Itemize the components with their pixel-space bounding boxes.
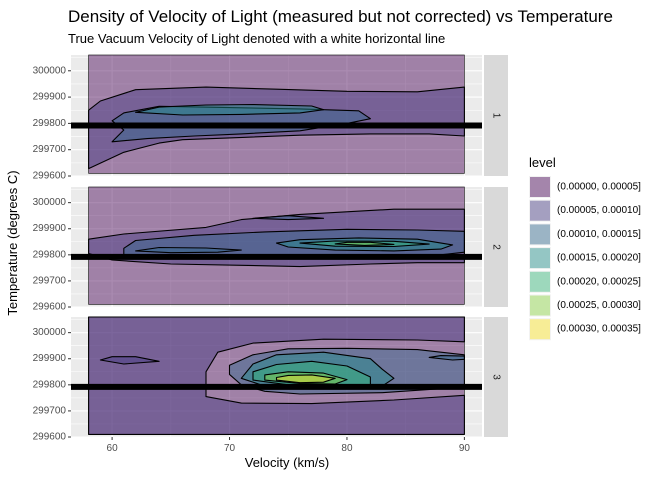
- x-tick-label: 60: [107, 443, 119, 454]
- legend-swatch: [530, 248, 550, 269]
- chart-title: Density of Velocity of Light (measured b…: [68, 7, 613, 26]
- facet-strip-label: 2: [491, 244, 502, 250]
- legend-key-background: [529, 176, 551, 198]
- legend-entry-label: (0.00010, 0.00015]: [557, 229, 641, 240]
- x-axis-label: Velocity (km/s): [245, 455, 330, 470]
- legend-entry-label: (0.00005, 0.00010]: [557, 205, 641, 216]
- x-tick-label: 80: [341, 443, 353, 454]
- y-tick-label: 299600: [33, 302, 67, 313]
- facet-strip: [484, 317, 508, 437]
- x-tick-label: 90: [459, 443, 471, 454]
- density-band-level-3: [428, 355, 465, 361]
- legend-entry-label: (0.00015, 0.00020]: [557, 253, 641, 264]
- y-tick-label: 299900: [33, 92, 67, 103]
- facet-panel-2: 2: [71, 186, 508, 308]
- legend-key-background: [529, 270, 551, 293]
- y-tick-label: 299800: [33, 379, 67, 390]
- y-tick-label: 299900: [33, 353, 67, 364]
- legend-entry-label: (0.00025, 0.00030]: [557, 300, 641, 311]
- panel-background: [71, 187, 482, 307]
- density-band-level-2: [99, 356, 160, 365]
- y-tick-label: 299700: [33, 275, 67, 286]
- y-tick-label: 299700: [33, 144, 67, 155]
- facet-panels: 1 2 3: [71, 54, 508, 438]
- legend-swatch: [530, 177, 550, 197]
- density-band-level-4: [275, 237, 454, 252]
- facet-strip: [484, 187, 508, 307]
- legend-title: level: [529, 155, 556, 170]
- density-band-level-6: [334, 241, 395, 246]
- facet-panel-1: 1: [71, 54, 508, 177]
- facet-strip-label: 1: [491, 113, 502, 119]
- y-tick-label: 299600: [33, 432, 67, 443]
- legend-key-background: [529, 199, 551, 222]
- y-tick-label: 299700: [33, 405, 67, 416]
- density-band-level-7: [275, 374, 336, 384]
- density-band-level-2: [88, 316, 465, 435]
- legend-swatch: [530, 271, 550, 292]
- axes: 299600 299700 299800 299900 300000 299600 2997…: [33, 65, 471, 454]
- legend-key-background: [529, 247, 551, 270]
- y-axis-label: Temperature (degrees C): [5, 170, 20, 315]
- legend-key-background: [529, 294, 551, 317]
- legend-entry-label: (0.00020, 0.00025]: [557, 276, 641, 287]
- legend-swatch: [530, 200, 550, 221]
- density-band-level-5: [299, 240, 430, 248]
- density-band-base: [88, 316, 465, 435]
- y-tick-label: 300000: [33, 65, 67, 76]
- y-tick-label: 299800: [33, 249, 67, 260]
- legend-entry-label: (0.00000, 0.00005]: [557, 182, 641, 193]
- facet-strip: [484, 55, 508, 176]
- density-band-level-4: [135, 103, 325, 116]
- y-tick-label: 299800: [33, 118, 67, 129]
- facet-panel-3: 3: [71, 316, 508, 438]
- y-tick-label: 299900: [33, 223, 67, 234]
- density-band-level-3: [252, 215, 325, 221]
- panel-background: [71, 55, 482, 176]
- y-tick-label: 299600: [33, 171, 67, 182]
- legend: level (0.00000, 0.00005] (0.00005, 0.0001…: [529, 155, 641, 341]
- legend-swatch: [530, 319, 550, 340]
- x-tick-label: 70: [224, 443, 236, 454]
- legend-entry-label: (0.00030, 0.00035]: [557, 324, 641, 335]
- legend-key-background: [529, 223, 551, 246]
- legend-swatch: [530, 295, 550, 316]
- legend-key-background: [529, 318, 551, 341]
- y-tick-label: 300000: [33, 197, 67, 208]
- legend-swatch: [530, 224, 550, 245]
- density-band-level-3: [135, 246, 242, 254]
- facet-strip-label: 3: [491, 374, 502, 380]
- y-tick-label: 300000: [33, 327, 67, 338]
- chart-subtitle: True Vacuum Velocity of Light denoted wi…: [68, 31, 445, 46]
